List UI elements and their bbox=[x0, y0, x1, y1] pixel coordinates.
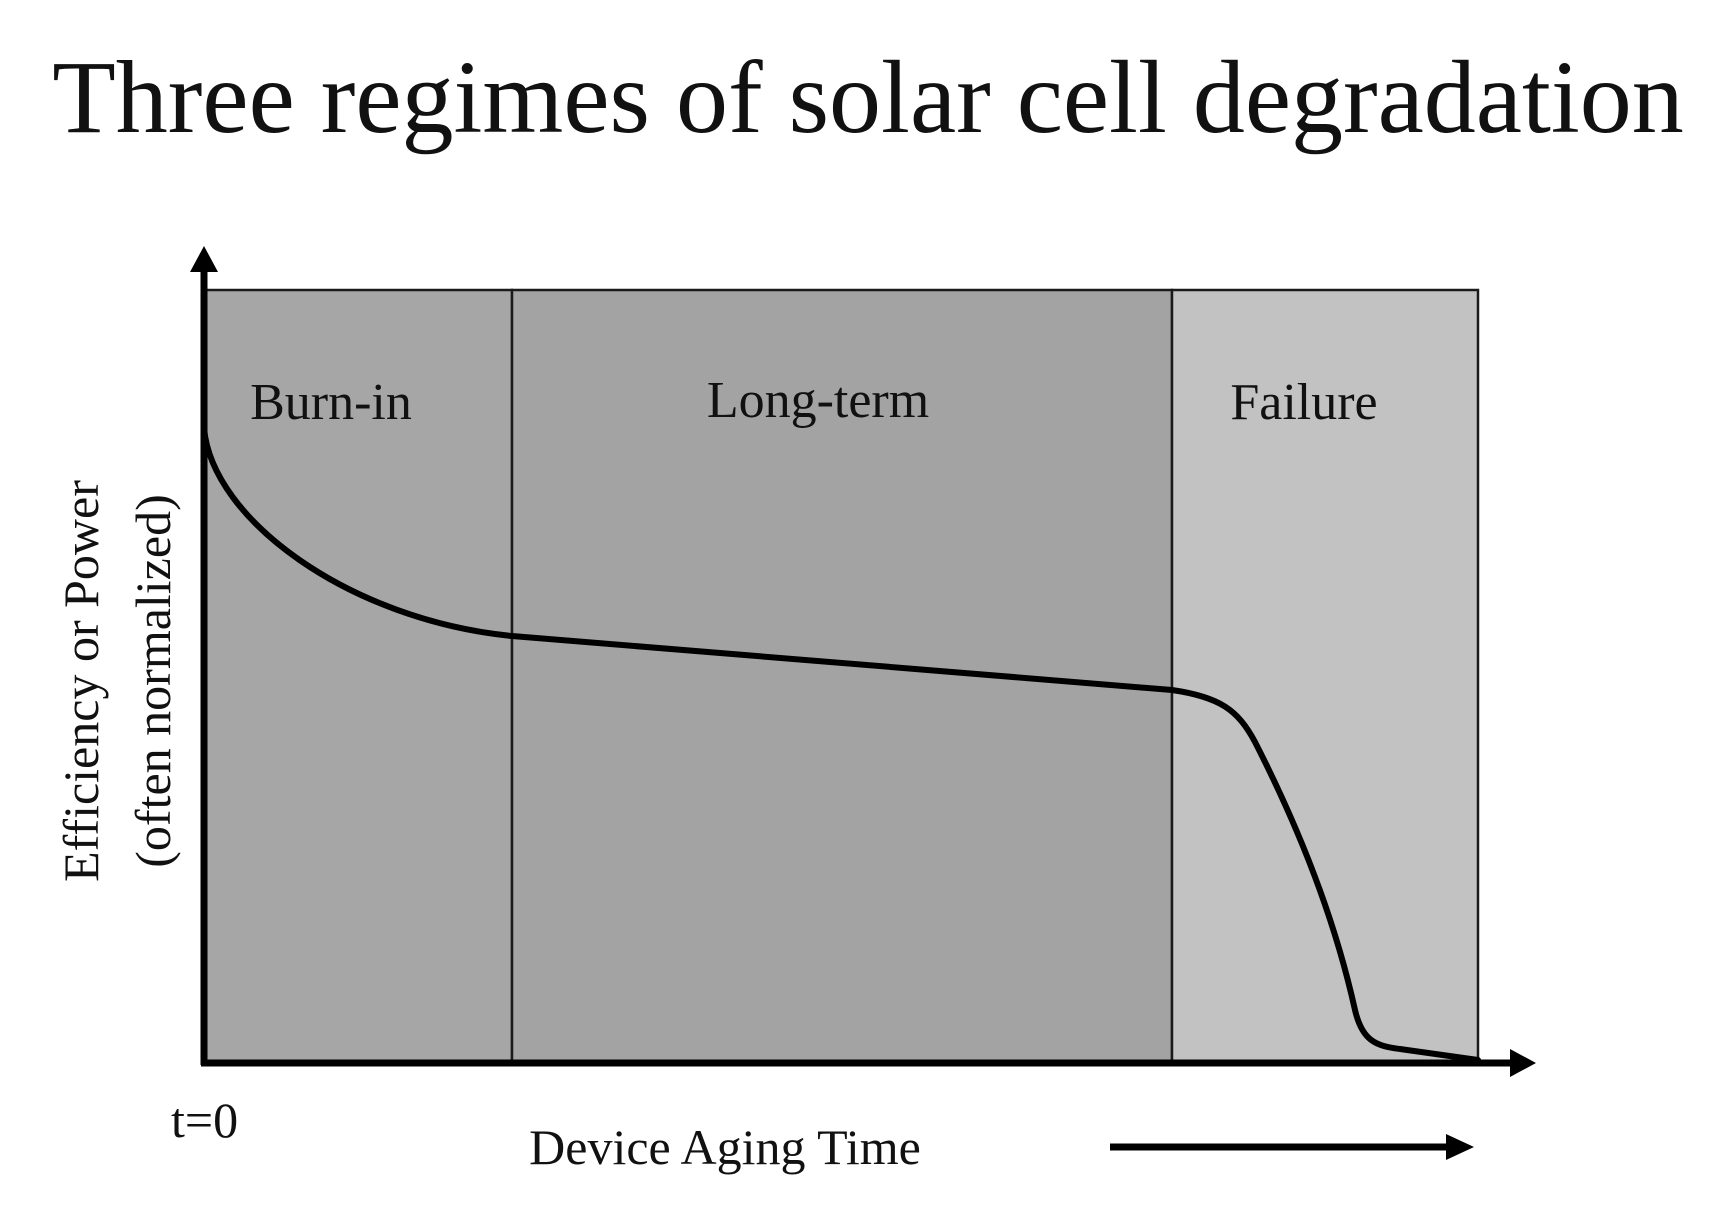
x-axis-arrowhead bbox=[1510, 1049, 1536, 1077]
regime-panel-burn-in bbox=[201, 288, 514, 1064]
regime-label-long-term: Long-term bbox=[707, 372, 929, 429]
regime-panel-long-term bbox=[510, 288, 1174, 1064]
origin-label: t=0 bbox=[171, 1092, 238, 1148]
page-title: Three regimes of solar cell degradation bbox=[52, 40, 1684, 155]
regime-label-failure: Failure bbox=[1230, 374, 1377, 431]
y-axis-label-line2: (often normalized) bbox=[125, 494, 181, 867]
degradation-curve bbox=[201, 425, 1481, 1063]
time-direction-arrowhead bbox=[1446, 1134, 1474, 1160]
regime-label-burn-in: Burn-in bbox=[250, 374, 412, 431]
regime-panel-failure bbox=[1170, 288, 1480, 1064]
y-axis-arrowhead bbox=[190, 246, 218, 272]
y-axis-label-line1: Efficiency or Power bbox=[53, 480, 109, 882]
x-axis-label: Device Aging Time bbox=[529, 1119, 921, 1175]
